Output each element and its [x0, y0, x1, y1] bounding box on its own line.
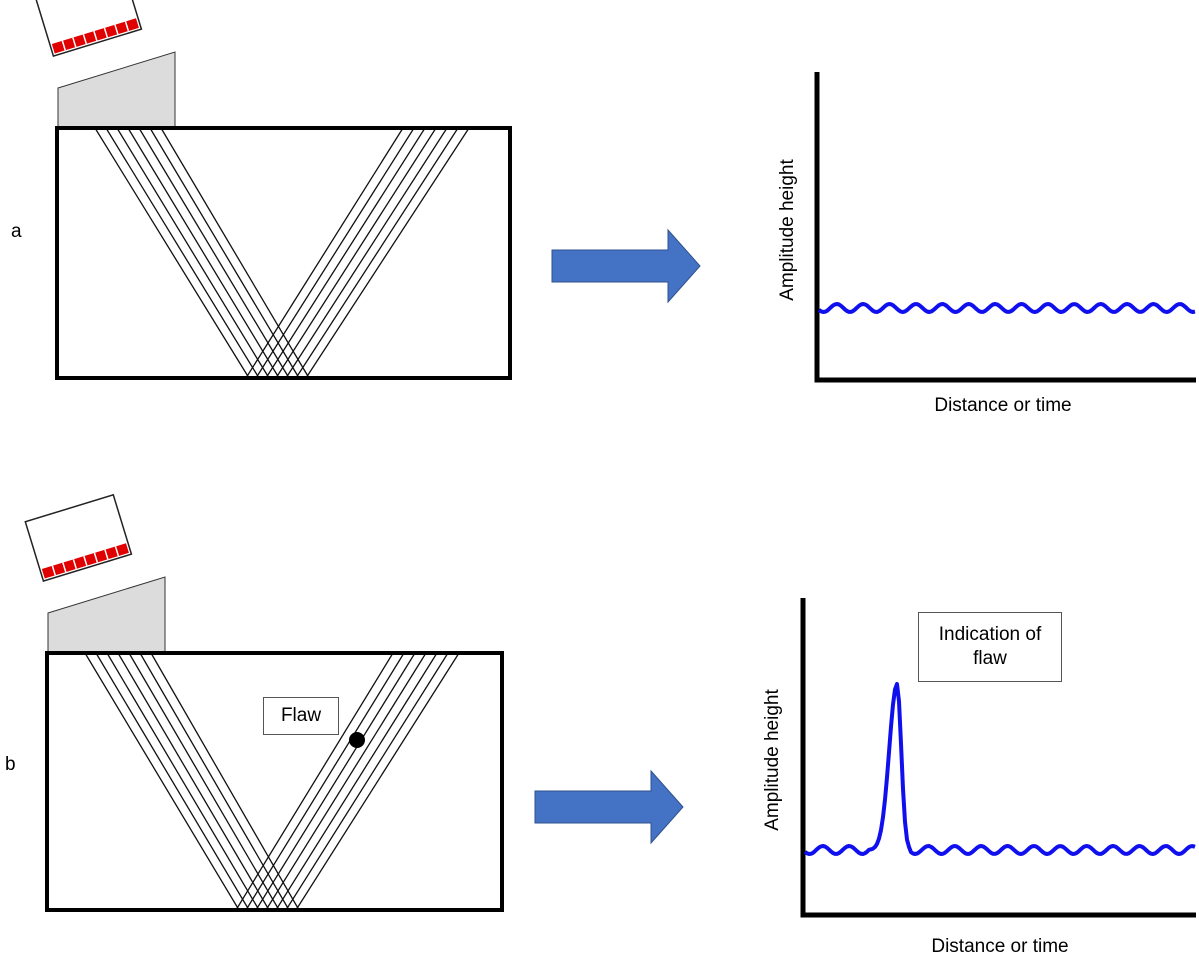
axes [814, 72, 1196, 383]
element-gap [83, 555, 88, 566]
x-axis-label: Distance or time [931, 936, 1069, 957]
beam [295, 127, 459, 379]
beam [138, 127, 290, 379]
beam [116, 127, 270, 379]
panel-label: b [5, 754, 16, 775]
specimen [55, 126, 512, 380]
beam [105, 127, 260, 379]
element-gap [114, 546, 120, 557]
indication-label: Indication of flaw [918, 612, 1062, 682]
probe [34, 0, 143, 57]
probe [24, 493, 133, 582]
beam [265, 127, 426, 379]
beam [275, 127, 437, 379]
element-gap [51, 565, 56, 576]
beam [255, 127, 415, 379]
beam [255, 652, 416, 911]
flaw-label: Flaw [263, 697, 339, 735]
wedge [57, 51, 176, 129]
beam [149, 127, 300, 379]
element-gap [114, 24, 119, 35]
axes [800, 598, 1196, 918]
beam [95, 652, 250, 911]
beam [150, 652, 300, 911]
beam [160, 127, 310, 379]
beam [94, 127, 250, 379]
signal [803, 682, 1196, 856]
beam [275, 652, 438, 911]
specimen [45, 651, 504, 912]
panel-label: a [11, 221, 22, 242]
beam [285, 652, 449, 911]
element-gap [124, 21, 130, 32]
element-gap [93, 30, 98, 41]
element-gap [61, 40, 66, 51]
flaw [349, 732, 365, 748]
y-axis-label: Amplitude height [762, 689, 783, 831]
beam [127, 127, 280, 379]
arrow [534, 769, 684, 845]
beam [245, 652, 405, 911]
element-gap [82, 34, 88, 45]
beam [117, 652, 270, 911]
beam [139, 652, 290, 911]
beam [245, 127, 404, 379]
signal [817, 302, 1196, 314]
beam [84, 652, 240, 911]
element-gap [93, 552, 99, 563]
beam [305, 127, 470, 379]
beam [128, 652, 280, 911]
beam [265, 652, 427, 911]
arrow [551, 228, 701, 304]
element-gap [103, 27, 109, 38]
beam [235, 652, 394, 911]
element-gap [104, 549, 109, 560]
element-gap [62, 562, 67, 573]
beam [106, 652, 260, 911]
element-gap [72, 37, 77, 48]
beam [285, 127, 448, 379]
element-gap [72, 559, 78, 570]
wedge [47, 576, 166, 654]
x-axis-label: Distance or time [934, 395, 1072, 416]
beam [295, 652, 460, 911]
y-axis-label: Amplitude height [777, 159, 798, 301]
